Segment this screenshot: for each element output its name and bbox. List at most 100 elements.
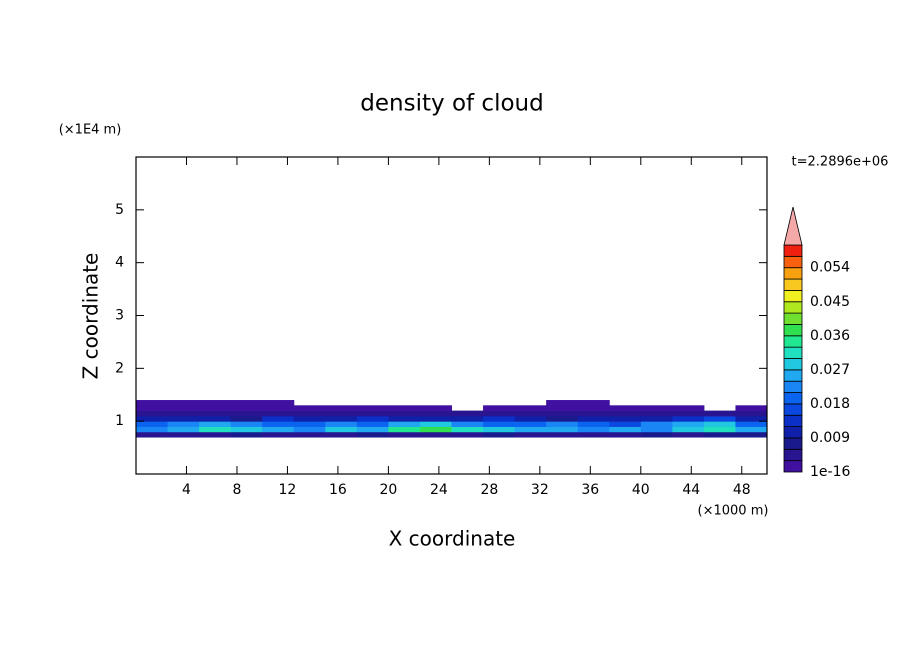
contour-cell: [514, 405, 547, 412]
x-tick-label: 4: [182, 482, 191, 498]
contour-cell: [672, 426, 705, 433]
x-tick-label: 28: [480, 482, 498, 498]
contour-cell: [703, 415, 736, 422]
y-tick-label: 1: [115, 413, 124, 429]
contour-cell: [167, 410, 200, 417]
contour-cell: [451, 431, 484, 438]
contour-cell: [703, 431, 736, 438]
contour-cell: [136, 431, 169, 438]
contour-cell: [451, 421, 484, 427]
contour-cell: [546, 431, 579, 438]
colorbar-box: [783, 369, 803, 382]
colorbar-box: [783, 346, 803, 359]
colorbar-tick-label: 1e-16: [810, 464, 850, 480]
x-tick-label: 20: [379, 482, 397, 498]
contour-cell: [325, 421, 358, 427]
contour-cell: [419, 410, 452, 417]
contour-cell: [419, 426, 452, 433]
colorbar-box: [783, 244, 803, 257]
contour-cell: [546, 415, 579, 422]
x-tick-label: 36: [581, 482, 599, 498]
contour-cell: [356, 410, 389, 417]
contour-cell: [703, 426, 736, 433]
contour-cell: [325, 426, 358, 433]
colorbar-extend: [783, 206, 803, 246]
y-axis-label: Z coordinate: [79, 253, 103, 380]
contour-cell: [262, 431, 295, 438]
contour-cell: [609, 405, 642, 412]
contour-cell: [293, 415, 326, 422]
contour-cell: [546, 410, 579, 417]
contour-cell: [262, 415, 295, 422]
colorbar-tick-label: 0.027: [810, 362, 850, 378]
contour-cell: [167, 421, 200, 427]
colorbar-box: [783, 335, 803, 348]
contour-cell: [735, 421, 767, 427]
colorbar-box: [783, 460, 803, 473]
contour-cell: [735, 405, 767, 412]
contour-cell: [230, 400, 263, 406]
contour-cell: [483, 426, 516, 433]
contour-cell: [293, 421, 326, 427]
contour-cell: [451, 426, 484, 433]
contour-cell: [136, 426, 169, 433]
contour-cell: [419, 421, 452, 427]
colorbar-tick-label: 0.018: [810, 396, 850, 412]
contour-cell: [262, 405, 295, 412]
contour-cell: [672, 421, 705, 427]
contour-cell: [514, 410, 547, 417]
y-tick-label: 3: [115, 308, 124, 324]
x-tick-label: 40: [632, 482, 650, 498]
contour-cell: [483, 410, 516, 417]
contour-cell: [514, 426, 547, 433]
contour-cell: [640, 410, 673, 417]
colorbar-box: [783, 289, 803, 303]
contour-cell: [640, 426, 673, 433]
contour-cell: [136, 410, 169, 417]
colorbar-box: [783, 255, 803, 269]
annotation: t=2.2896e+06: [792, 155, 889, 170]
contour-cell: [703, 410, 736, 417]
contour-cell: [483, 405, 516, 412]
colorbar-box: [783, 267, 803, 280]
contour-cell: [167, 415, 200, 422]
contour-cell: [388, 421, 421, 427]
contour-cell: [388, 410, 421, 417]
contour-cell: [230, 426, 263, 433]
contour-cell: [609, 421, 642, 427]
contour-cell: [230, 410, 263, 417]
x-tick-label: 44: [682, 482, 700, 498]
contour-cell: [230, 431, 263, 438]
contour-cell: [136, 400, 169, 406]
contour-cell: [262, 426, 295, 433]
x-unit: (×1000 m): [698, 504, 769, 519]
contour-cell: [672, 431, 705, 438]
contour-cell: [483, 421, 516, 427]
contour-cell: [577, 400, 610, 406]
contour-cell: [230, 405, 263, 412]
y-tick-label: 5: [115, 202, 124, 218]
contour-cell: [388, 426, 421, 433]
contour-cell: [703, 421, 736, 427]
y-unit: (×1E4 m): [59, 123, 122, 138]
contour-cell: [577, 421, 610, 427]
colorbar-tick-label: 0.045: [810, 294, 850, 310]
contour-cell: [167, 405, 200, 412]
colorbar-box: [783, 426, 803, 439]
field: [136, 400, 767, 438]
contour-cell: [167, 400, 200, 406]
contour-cell: [514, 421, 547, 427]
contour-cell: [577, 431, 610, 438]
contour-cell: [640, 415, 673, 422]
x-axis-label: X coordinate: [389, 527, 516, 551]
contour-cell: [293, 426, 326, 433]
contour-cell: [167, 431, 200, 438]
x-tick-label: 48: [733, 482, 751, 498]
contour-cell: [609, 431, 642, 438]
contour-cell: [577, 405, 610, 412]
contour-cell: [136, 405, 169, 412]
colorbar-tick-label: 0.009: [810, 430, 850, 446]
contour-cell: [356, 405, 389, 412]
